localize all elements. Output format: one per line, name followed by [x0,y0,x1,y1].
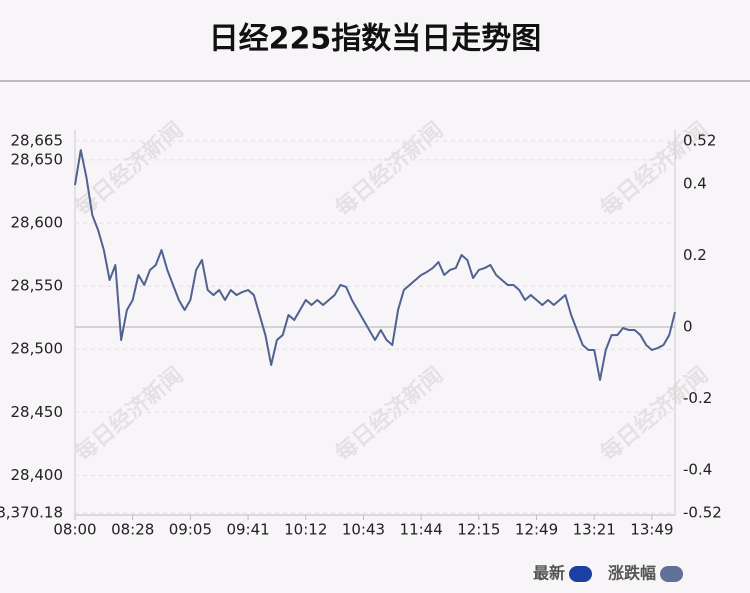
y-tick-label: 28,650 [11,150,64,168]
x-tick-label: 10:43 [342,521,385,539]
y2-tick-label: 0.2 [683,246,707,264]
legend-label: 涨跌幅 [608,564,656,583]
watermark: 每日经济新闻 [330,362,448,467]
x-tick-label: 08:28 [111,521,154,539]
y-tick-label: 28,500 [11,340,64,358]
legend-swatch [569,566,593,582]
x-tick-label: 12:49 [515,521,558,539]
legend-swatch [660,566,684,582]
y2-tick-label: -0.2 [683,389,712,407]
x-tick-label: 08:00 [53,521,96,539]
y2-tick-label: 0.4 [683,174,707,192]
y2-tick-label: -0.4 [683,461,712,479]
legend-label: 最新 [533,564,565,583]
y-tick-label: 28,550 [11,277,64,295]
y-tick-label: 28,370.18 [0,504,63,522]
x-tick-label: 09:05 [169,521,212,539]
y-tick-label: 28,665 [11,132,64,150]
y-tick-label: 28,400 [11,466,64,484]
x-tick-label: 10:12 [284,521,327,539]
y-tick-label: 28,450 [11,403,64,421]
watermark: 每日经济新闻 [70,117,188,222]
chart-title: 日经225指数当日走势图 [209,22,542,57]
y2-tick-label: -0.52 [683,504,722,522]
watermark: 每日经济新闻 [595,362,713,467]
price-line [74,149,676,381]
x-tick-label: 13:21 [573,521,616,539]
y2-tick-label: 0 [683,318,693,336]
watermark: 每日经济新闻 [70,362,188,467]
x-tick-label: 11:44 [400,521,443,539]
x-tick-label: 13:49 [630,521,673,539]
x-tick-label: 12:15 [457,521,500,539]
y2-tick-label: 0.52 [683,132,716,150]
x-tick-label: 09:41 [226,521,269,539]
watermark: 每日经济新闻 [330,117,448,222]
y-tick-label: 28,600 [11,214,64,232]
